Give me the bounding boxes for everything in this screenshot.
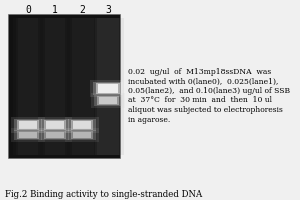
Bar — [44, 120, 66, 130]
Bar — [14, 130, 42, 140]
Bar — [45, 18, 65, 155]
Bar — [16, 18, 40, 155]
Text: 0.05(lane2),  and 0.10(lane3) ug/ul of SSB: 0.05(lane2), and 0.10(lane3) ug/ul of SS… — [128, 87, 290, 95]
Bar — [68, 130, 96, 140]
Bar — [46, 132, 64, 138]
Bar — [92, 18, 124, 155]
Bar — [72, 18, 92, 155]
Bar — [96, 82, 120, 94]
Text: 1: 1 — [52, 5, 58, 15]
Bar — [73, 121, 91, 129]
Bar — [94, 95, 122, 106]
Bar — [98, 84, 118, 92]
Bar — [68, 119, 96, 131]
Bar — [90, 79, 126, 97]
Bar — [8, 14, 120, 158]
Bar — [71, 120, 93, 130]
Bar — [71, 131, 93, 139]
Bar — [43, 18, 67, 155]
Text: incubated with 0(lane0),  0.025(lane1),: incubated with 0(lane0), 0.025(lane1), — [128, 77, 278, 86]
Bar — [73, 132, 91, 138]
Bar — [19, 132, 37, 138]
Bar — [17, 120, 39, 130]
Bar — [65, 128, 99, 142]
Bar — [14, 119, 42, 131]
Bar — [93, 82, 123, 95]
Bar — [41, 119, 69, 131]
Text: at  37°C  for  30 min  and  then  10 ul: at 37°C for 30 min and then 10 ul — [128, 97, 272, 104]
Text: aliquot was subjected to electrophoresis: aliquot was subjected to electrophoresis — [128, 106, 283, 114]
Text: in agarose.: in agarose. — [128, 116, 170, 123]
Bar — [11, 128, 45, 142]
Bar — [18, 18, 38, 155]
Bar — [41, 130, 69, 140]
Text: 3: 3 — [105, 5, 111, 15]
Bar — [40, 18, 70, 155]
Bar — [95, 18, 121, 155]
Bar — [13, 18, 43, 155]
Bar — [91, 92, 125, 108]
Bar — [44, 131, 66, 139]
Bar — [11, 117, 45, 133]
Bar — [65, 117, 99, 133]
Bar — [97, 18, 119, 155]
Text: 0: 0 — [25, 5, 31, 15]
Bar — [38, 128, 72, 142]
Text: 0.02  ug/ul  of  M13mp18ssDNA  was: 0.02 ug/ul of M13mp18ssDNA was — [128, 68, 271, 76]
Bar — [97, 96, 119, 104]
Bar — [99, 97, 117, 104]
Bar — [17, 131, 39, 139]
Text: Fig.2 Binding activity to single-stranded DNA: Fig.2 Binding activity to single-strande… — [5, 190, 202, 199]
Text: 2: 2 — [79, 5, 85, 15]
Bar — [19, 121, 37, 129]
Bar — [70, 18, 94, 155]
Bar — [46, 121, 64, 129]
Bar — [38, 117, 72, 133]
Bar — [67, 18, 97, 155]
